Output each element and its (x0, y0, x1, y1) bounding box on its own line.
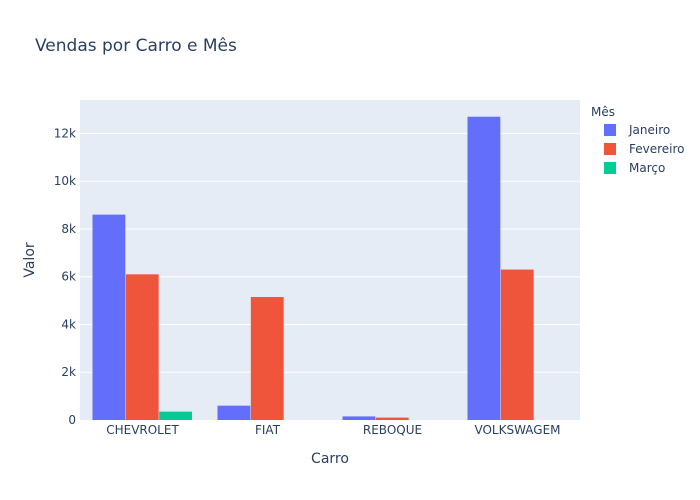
legend-swatch[interactable] (604, 124, 616, 136)
legend-title: Mês (591, 105, 615, 119)
y-tick-label: 2k (61, 365, 76, 379)
y-tick-label: 10k (54, 174, 76, 188)
x-tick-label: FIAT (255, 423, 281, 437)
bar-fevereiro-volkswagem (500, 269, 534, 420)
chart-title: Vendas por Carro e Mês (35, 36, 237, 56)
y-tick-label: 12k (54, 126, 76, 140)
bar-janeiro-volkswagem (467, 116, 501, 420)
x-tick-label: VOLKSWAGEM (474, 423, 560, 437)
y-tick-label: 4k (61, 317, 76, 331)
x-tick-labels: CHEVROLET FIAT REBOQUE VOLKSWAGEM (106, 423, 560, 437)
bars (92, 116, 534, 420)
legend-item-label[interactable]: Fevereiro (629, 142, 685, 156)
legend-item-label[interactable]: Janeiro (628, 123, 670, 137)
x-tick-label: CHEVROLET (106, 423, 179, 437)
legend-swatch[interactable] (604, 162, 616, 174)
bar-março-chevrolet (159, 411, 192, 420)
y-tick-label: 0 (68, 413, 76, 427)
x-tick-label: REBOQUE (363, 423, 422, 437)
legend-item-label[interactable]: Março (629, 161, 665, 175)
bar-janeiro-reboque (342, 416, 376, 420)
x-axis-title: Carro (311, 451, 349, 467)
y-tick-label: 8k (61, 222, 76, 236)
bar-fevereiro-reboque (375, 417, 409, 420)
y-axis-title: Valor (22, 242, 38, 278)
y-tick-label: 6k (61, 270, 76, 284)
bar-janeiro-fiat (217, 405, 251, 420)
bar-janeiro-chevrolet (92, 214, 126, 420)
legend-swatch[interactable] (604, 143, 616, 155)
y-tick-labels: 0 2k 4k 6k 8k 10k 12k (54, 126, 76, 427)
legend: Mês Janeiro Fevereiro Março (591, 105, 685, 175)
bar-fevereiro-chevrolet (125, 274, 159, 420)
bar-fevereiro-fiat (250, 297, 284, 420)
